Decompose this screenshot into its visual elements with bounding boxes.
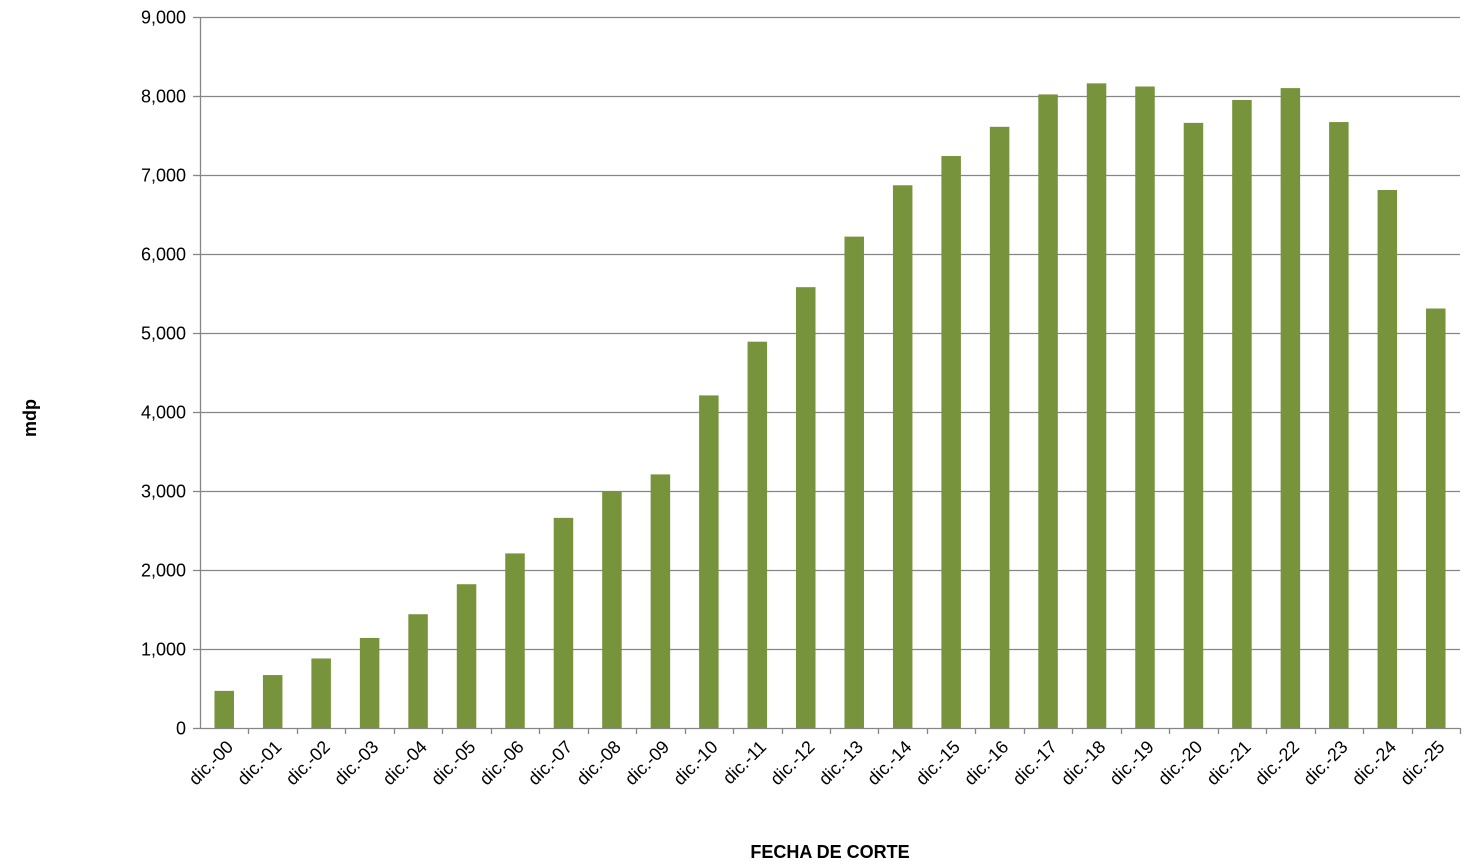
bar (1329, 122, 1349, 728)
bar (1377, 190, 1398, 728)
x-tick-label: dic.-15 (912, 737, 964, 789)
x-tick-label: dic.-04 (379, 737, 431, 789)
bar (796, 287, 816, 728)
bar (1183, 122, 1204, 729)
y-tick-label: 7,000 (141, 166, 186, 186)
y-tick-labels: 0 1,000 2,000 3,000 4,000 5,000 6,000 7,000 8,00… (141, 8, 186, 739)
x-tick-label: dic.-22 (1251, 737, 1303, 789)
x-tick-label: dic.-03 (330, 737, 382, 789)
x-tick-label: dic.-00 (185, 737, 237, 789)
x-tick-labels: dic.-00dic.-01dic.-02dic.-03dic.-04dic.-… (185, 737, 1449, 789)
x-tick-label: dic.-10 (669, 737, 721, 789)
x-tick-label: dic.-06 (475, 737, 527, 789)
x-tick-label: dic.-11 (719, 737, 770, 788)
bar (311, 658, 331, 728)
y-tick-label: 3,000 (141, 482, 186, 502)
bar (844, 236, 864, 728)
bar (214, 690, 234, 728)
y-axis-title: mdp (20, 399, 40, 437)
bar (1086, 83, 1107, 729)
bar (650, 474, 671, 728)
x-tick-label: dic.-09 (621, 737, 673, 789)
bar (553, 517, 574, 728)
x-axis-title: FECHA DE CORTE (750, 842, 909, 862)
x-tick-label: dic.-14 (863, 737, 915, 789)
bar (1232, 99, 1252, 728)
x-tick-label: dic.-23 (1299, 737, 1351, 789)
y-tick-label: 5,000 (141, 324, 186, 344)
bar (1038, 94, 1058, 729)
x-tick-label: dic.-08 (572, 737, 624, 789)
bar (892, 185, 913, 728)
x-tick-label: dic.-13 (815, 737, 867, 789)
bar (262, 675, 283, 728)
axes (193, 16, 1462, 734)
x-tick-label: dic.-24 (1348, 737, 1400, 789)
bar (1135, 86, 1155, 728)
bar-series (214, 83, 1446, 729)
bar (747, 341, 768, 728)
x-tick-label: dic.-12 (766, 737, 818, 789)
bar (359, 637, 380, 728)
bar (456, 584, 477, 728)
x-tick-label: dic.-01 (233, 737, 285, 789)
bar (505, 553, 525, 728)
x-tick-label: dic.-25 (1396, 737, 1448, 789)
y-tick-label: 0 (176, 719, 186, 739)
y-tick-label: 9,000 (141, 8, 186, 28)
x-tick-label: dic.-16 (960, 737, 1012, 789)
bar (941, 156, 961, 729)
y-tick-label: 6,000 (141, 245, 186, 265)
x-tick-label: dic.-07 (524, 737, 576, 789)
x-tick-label: dic.-20 (1154, 737, 1206, 789)
bar (602, 491, 622, 728)
y-tick-label: 2,000 (141, 561, 186, 581)
bar (699, 395, 719, 728)
bar (408, 614, 428, 728)
gridlines (200, 16, 1460, 651)
bar (1426, 308, 1446, 728)
bar (1280, 88, 1301, 729)
x-tick-label: dic.-21 (1202, 737, 1254, 789)
y-tick-label: 8,000 (141, 87, 186, 107)
x-tick-label: dic.-17 (1009, 737, 1061, 789)
x-tick-label: dic.-19 (1105, 737, 1157, 789)
y-tick-label: 1,000 (141, 640, 186, 660)
bar (989, 126, 1010, 728)
x-tick-label: dic.-02 (282, 737, 334, 789)
x-tick-label: dic.-05 (427, 737, 479, 789)
x-tick-label: dic.-18 (1057, 737, 1109, 789)
y-tick-label: 4,000 (141, 403, 186, 423)
